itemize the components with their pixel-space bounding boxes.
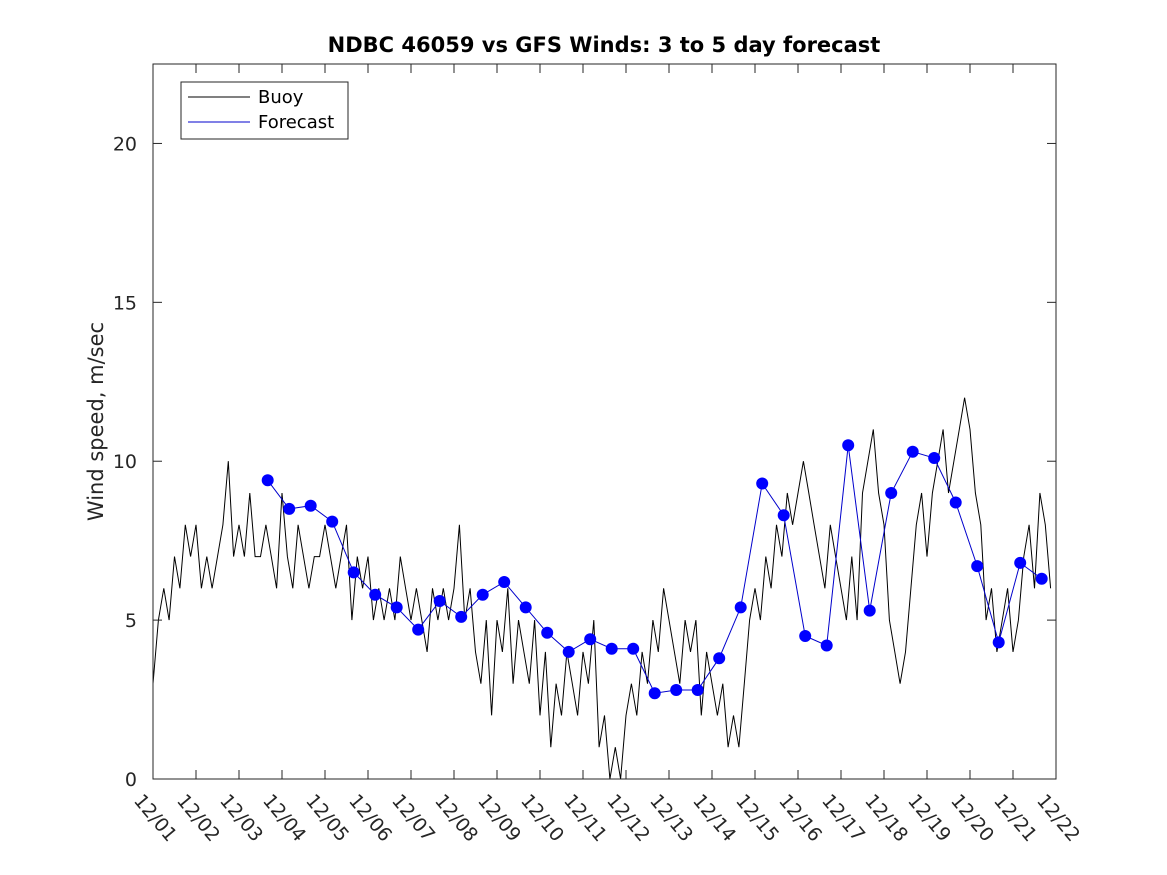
x-tick-label: 12/14: [688, 790, 740, 846]
x-tick-label: 12/21: [989, 790, 1041, 846]
y-tick-label: 20: [113, 133, 137, 155]
forecast-point: [433, 595, 446, 607]
forecast-point: [627, 642, 640, 655]
marker-layer: [261, 439, 1048, 700]
x-tick-label: 12/09: [473, 790, 525, 846]
x-tick-label: 12/17: [817, 790, 869, 846]
forecast-point: [648, 687, 661, 700]
forecast-point: [949, 496, 962, 509]
forecast-point: [519, 601, 532, 614]
legend-label-forecast: Forecast: [258, 112, 334, 133]
y-axis-label: Wind speed, m/sec: [84, 322, 108, 521]
forecast-point: [541, 626, 554, 639]
plot-frame: [152, 63, 1057, 780]
forecast-point: [455, 610, 468, 623]
forecast-point: [691, 684, 704, 696]
x-tick-label: 12/18: [860, 790, 912, 846]
legend-label-buoy: Buoy: [258, 87, 304, 108]
forecast-point: [369, 588, 382, 601]
forecast-point: [605, 642, 618, 655]
forecast-point: [971, 560, 984, 573]
x-tick-label: 12/10: [516, 790, 568, 846]
forecast-point: [734, 601, 747, 614]
forecast-point: [584, 633, 597, 646]
legend-box: [180, 81, 349, 140]
forecast-point: [756, 477, 769, 490]
forecast-point: [713, 652, 726, 665]
forecast-point: [304, 499, 317, 512]
y-tick-label: 5: [125, 610, 137, 632]
forecast-point: [863, 604, 876, 617]
forecast-point: [476, 588, 489, 601]
forecast-point: [885, 487, 898, 499]
plot-background: [153, 64, 1056, 779]
x-tick-label: 12/12: [602, 790, 654, 846]
chart-title: NDBC 46059 vs GFS Winds: 3 to 5 day fore…: [328, 33, 881, 57]
forecast-point: [670, 684, 683, 696]
forecast-point: [992, 636, 1005, 649]
x-tick-label: 12/02: [172, 790, 224, 846]
forecast-point: [820, 639, 833, 652]
x-tick-label: 12/11: [559, 790, 611, 846]
x-tick-label: 12/08: [430, 790, 482, 846]
x-tick-label: 12/05: [301, 790, 353, 846]
y-tick-label: 15: [113, 292, 137, 314]
forecast-point: [347, 566, 360, 579]
forecast-point: [777, 509, 790, 522]
forecast-point: [1014, 556, 1027, 569]
forecast-point: [498, 576, 511, 588]
series-line-buoy: [152, 397, 1052, 780]
x-tick-label: 12/13: [645, 790, 697, 846]
forecast-point: [283, 502, 296, 515]
y-tick-label: 0: [125, 769, 137, 791]
x-tick-label: 12/15: [731, 790, 783, 846]
x-tick-label: 12/04: [258, 790, 310, 846]
forecast-point: [1035, 572, 1048, 585]
x-tick-label: 12/06: [344, 790, 396, 846]
forecast-point: [842, 439, 855, 452]
x-tick-label: 12/20: [946, 790, 998, 846]
forecast-point: [326, 515, 339, 528]
x-tick-label: 12/22: [1032, 790, 1084, 846]
forecast-point: [906, 445, 919, 458]
forecast-point: [412, 623, 425, 636]
y-tick-label: 10: [113, 451, 137, 473]
x-tick-label: 12/03: [215, 790, 267, 846]
forecast-point: [390, 601, 403, 614]
forecast-point: [799, 630, 812, 642]
x-tick-label: 12/07: [387, 790, 439, 846]
x-tick-label: 12/16: [774, 790, 826, 846]
x-tick-label: 12/19: [903, 790, 955, 846]
legend: Buoy Forecast: [180, 81, 349, 140]
forecast-point: [562, 645, 575, 658]
forecast-point: [261, 474, 274, 487]
x-tick-label: 12/01: [129, 790, 181, 846]
forecast-point: [928, 452, 941, 464]
